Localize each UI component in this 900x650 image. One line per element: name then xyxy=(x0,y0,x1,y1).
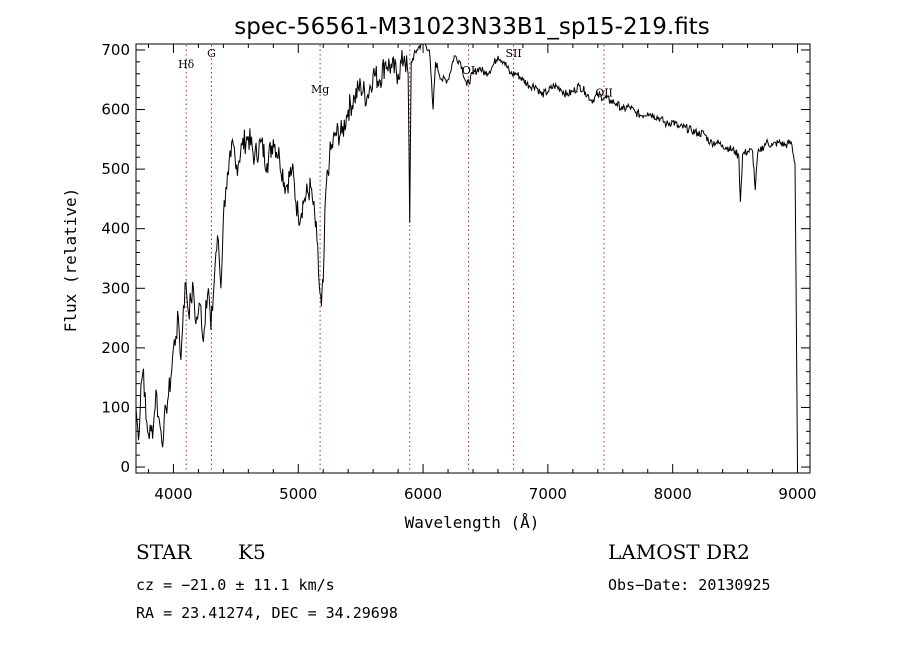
y-tick-label: 400 xyxy=(101,220,130,238)
line-marker-label: G xyxy=(207,47,216,60)
velocity-readout: cz = −21.0 ± 11.1 km/s xyxy=(136,576,335,594)
y-tick-label: 600 xyxy=(101,101,130,119)
y-tick-label: 500 xyxy=(101,160,130,178)
object-type: STAR xyxy=(136,540,192,564)
coordinates: RA = 23.41274, DEC = 34.29698 xyxy=(136,604,398,622)
x-tick-label: 9000 xyxy=(778,485,816,503)
x-tick-label: 5000 xyxy=(279,485,317,503)
spectrum-series xyxy=(135,43,798,468)
x-tick-label: 4000 xyxy=(154,485,192,503)
x-axis-label: Wavelength (Å) xyxy=(405,513,540,532)
y-axis-label: Flux (relative) xyxy=(61,188,80,333)
y-tick-label: 100 xyxy=(101,398,130,416)
x-tick-label: 8000 xyxy=(654,485,692,503)
x-tick-label: 7000 xyxy=(529,485,567,503)
axis-ticks: 4000 5000 6000 7000 8000 9000 0 100 200 300 400 500… xyxy=(101,41,816,503)
line-marker-label: SII xyxy=(505,47,521,60)
obs-date: Obs−Date: 20130925 xyxy=(608,576,771,594)
line-marker-label: Hδ xyxy=(178,58,195,71)
y-tick-label: 300 xyxy=(101,279,130,297)
line-marker-label: Mg xyxy=(311,83,329,96)
x-tick-label: 6000 xyxy=(404,485,442,503)
y-tick-label: 0 xyxy=(120,458,130,476)
survey-name: LAMOST DR2 xyxy=(608,540,750,564)
y-tick-label: 200 xyxy=(101,339,130,357)
line-marker-label: OI xyxy=(462,64,475,77)
spectral-subclass: K5 xyxy=(238,540,266,564)
chart-title: spec-56561-M31023N33B1_sp15-219.fits xyxy=(234,14,709,40)
spectrum-line xyxy=(135,43,798,468)
y-tick-label: 700 xyxy=(101,41,130,59)
plot-frame xyxy=(135,43,811,474)
